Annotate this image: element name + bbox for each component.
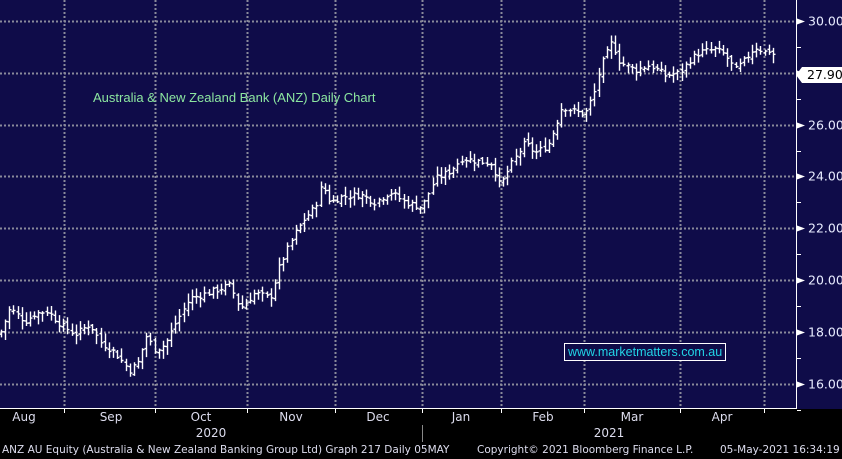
axis-tick-marker — [797, 277, 805, 284]
last-price-marker: 27.90 — [796, 67, 842, 83]
axis-tick-marker — [797, 122, 805, 129]
axis-tick-marker — [797, 329, 805, 336]
y-tick-label: 22.00 — [808, 220, 842, 236]
chart-plot-area — [0, 0, 797, 409]
axis-tick-marker — [797, 18, 805, 25]
y-tick-label: 16.00 — [808, 376, 842, 392]
x-month-label: Mar — [620, 410, 644, 424]
axis-tick-marker — [797, 225, 805, 232]
x-month-label: Aug — [12, 410, 36, 424]
y-tick-label: 30.00 — [808, 13, 842, 29]
y-tick-label: 18.00 — [808, 324, 842, 340]
x-month-label: Dec — [366, 410, 390, 424]
x-year-label: 2021 — [593, 426, 625, 440]
x-month-label: Feb — [532, 410, 554, 424]
y-tick-label: 26.00 — [808, 117, 842, 133]
footer-copyright: Copyright© 2021 Bloomberg Finance L.P. — [477, 444, 694, 456]
x-month-label: Sep — [99, 410, 123, 424]
y-tick-label: 20.00 — [808, 272, 842, 288]
footer-timestamp: 05-May-2021 16:34:19 — [720, 444, 840, 456]
y-tick-label: 24.00 — [808, 168, 842, 184]
x-month-label: Oct — [190, 410, 212, 424]
x-month-label: Jan — [451, 410, 471, 424]
x-year-label: 2020 — [195, 426, 227, 440]
x-month-label: Apr — [711, 410, 733, 424]
axis-tick-marker — [797, 173, 805, 180]
footer-security-info: ANZ AU Equity (Australia & New Zealand B… — [2, 444, 450, 456]
watermark-link[interactable]: www.marketmatters.com.au — [564, 343, 727, 361]
x-month-label: Nov — [279, 410, 303, 424]
axis-tick-marker — [797, 381, 805, 388]
chart-title: Australia & New Zealand Bank (ANZ) Daily… — [93, 90, 376, 105]
price-bars — [0, 35, 776, 377]
